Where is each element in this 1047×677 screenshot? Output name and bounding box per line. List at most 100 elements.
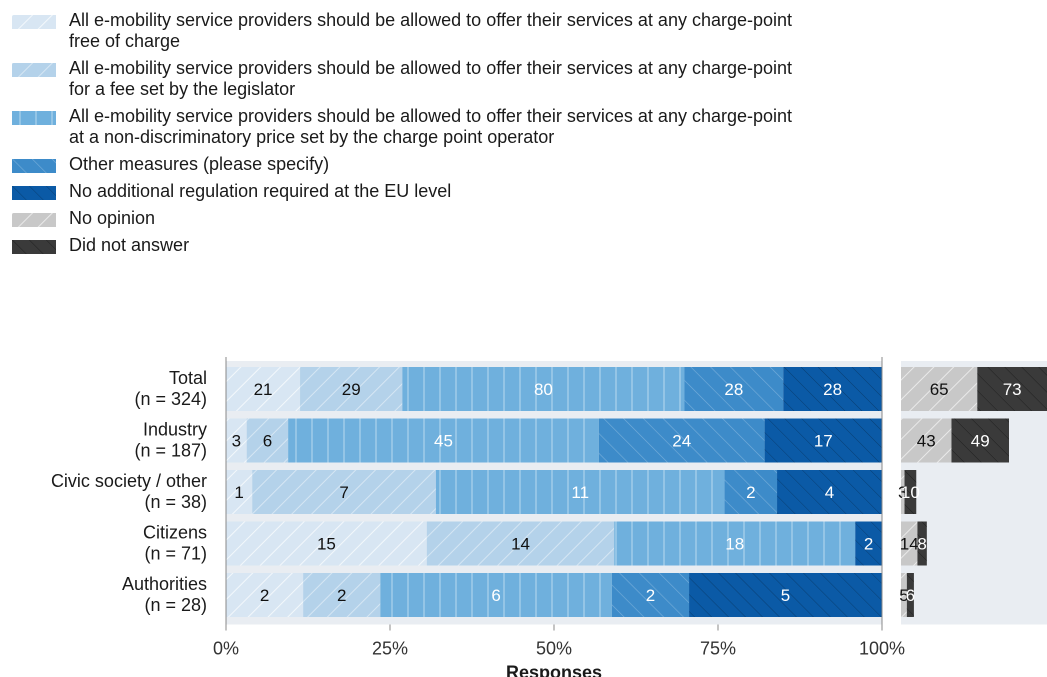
data-label: 24 [672,432,691,451]
bar-segment-hatch [777,470,882,514]
category-label: (n = 324) [134,389,207,409]
data-label: 8 [917,535,926,554]
data-label: 10 [901,483,920,502]
bar-segment-hatch [684,367,784,411]
legend-swatch [12,240,56,254]
bar-segment-hatch [764,418,882,463]
legend-item: Other measures (please specify) [12,154,812,175]
legend-swatch [12,15,56,29]
legend-item: All e-mobility service providers should … [12,10,812,52]
data-label: 1 [234,483,243,502]
data-label: 6 [906,586,915,605]
bar-segment-hatch [689,573,882,617]
bar-segment-hatch [303,573,381,617]
legend-swatch [12,63,56,77]
legend-item: Did not answer [12,235,812,256]
side-bar-segment-hatch [901,521,918,566]
side-bar-segment-hatch [977,367,1047,411]
data-label: 2 [746,483,755,502]
data-label: 5 [781,586,790,605]
x-axis-label: Responses [506,663,602,677]
x-tick-label: 25% [372,639,408,659]
side-bar-segment-hatch [951,418,1009,463]
data-label: 7 [339,483,348,502]
data-label: 45 [434,432,453,451]
bar-segment-hatch [611,573,690,617]
side-bar-segment-hatch [901,367,978,411]
data-label: 28 [724,380,743,399]
category-label: (n = 38) [144,492,207,512]
bar-segment-hatch [226,521,427,566]
bar-segment-hatch [252,470,436,514]
bar-segment-hatch [855,521,882,566]
data-label: 6 [263,432,272,451]
side-bar-segment-hatch [901,470,905,514]
data-label: 29 [342,380,361,399]
legend-label: Did not answer [69,235,190,255]
data-label: 43 [917,432,936,451]
data-label: 65 [930,380,949,399]
side-bar-segment-hatch [901,418,952,463]
category-label: (n = 28) [144,595,207,615]
legend-swatch [12,159,56,173]
legend-label: No opinion [69,208,156,228]
data-label: 80 [534,380,553,399]
data-label: 3 [232,432,241,451]
data-label: 11 [571,483,589,502]
bar-segment-hatch [226,367,301,411]
data-label: 2 [646,586,655,605]
category-label: (n = 71) [144,544,207,564]
side-bar-segment-hatch [917,521,927,566]
category-label: Total [169,368,207,388]
data-label: 14 [900,535,919,554]
legend-item: No opinion [12,208,812,229]
bar-segment-hatch [724,470,778,514]
legend-swatch [12,111,56,125]
legend-item: All e-mobility service providers should … [12,106,812,148]
side-bar-segment-hatch [904,470,917,514]
bar-segment-hatch [226,573,304,617]
bar-segment-hatch [402,367,685,411]
legend-swatch [12,213,56,227]
bar-segment-hatch [288,418,599,463]
category-label: Authorities [122,574,207,594]
bar-segment-hatch [226,418,247,463]
legend-item: All e-mobility service providers should … [12,58,812,100]
bar-segment-hatch [226,470,253,514]
data-label: 21 [254,380,273,399]
data-label: 2 [260,586,269,605]
legend-label: All e-mobility service providers should … [69,106,793,147]
data-label: 3 [898,483,907,502]
bar-segment-hatch [435,470,725,514]
data-label: 4 [825,483,834,502]
side-bar-segment-hatch [901,573,907,617]
data-label: 5 [899,586,908,605]
legend-label: All e-mobility service providers should … [69,10,793,51]
category-label: Civic society / other [51,471,207,491]
chart-legend: All e-mobility service providers should … [12,10,812,262]
data-label: 73 [1003,380,1022,399]
data-label: 14 [511,535,530,554]
bar-segment-hatch [426,521,615,566]
bar-segment-hatch [300,367,403,411]
category-label: Industry [143,420,207,440]
bar-segment-hatch [246,418,289,463]
data-label: 2 [864,535,873,554]
data-label: 28 [823,380,842,399]
category-label: (n = 187) [134,441,207,461]
data-label: 17 [814,432,833,451]
category-label: Citizens [143,523,207,543]
data-label: 6 [491,586,500,605]
bar-segment-hatch [783,367,882,411]
x-tick-label: 0% [213,639,239,659]
bar-segment-hatch [614,521,856,566]
legend-label: All e-mobility service providers should … [69,58,793,99]
side-bar-segment-hatch [906,573,914,617]
legend-label: Other measures (please specify) [69,154,330,174]
data-label: 2 [337,586,346,605]
x-tick-label: 75% [700,639,736,659]
legend-label: No additional regulation required at the… [69,181,452,201]
x-tick-label: 100% [859,639,905,659]
legend-item: No additional regulation required at the… [12,181,812,202]
